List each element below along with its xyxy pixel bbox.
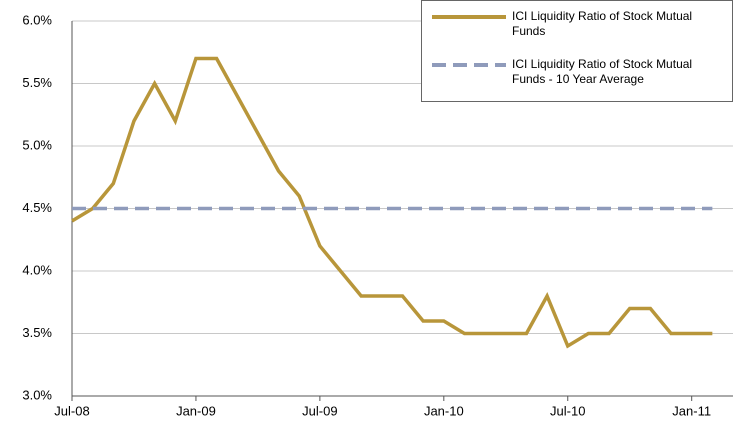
y-tick-label: 6.0% [22,12,52,27]
y-tick-label: 5.0% [22,137,52,152]
x-tick-label: Jan-10 [424,403,464,418]
y-tick-label: 3.0% [22,387,52,402]
y-tick-label: 5.5% [22,75,52,90]
legend-entry: ICI Liquidity Ratio of Stock Mutual Fund… [432,9,722,39]
x-tick-label: Jul-09 [302,403,337,418]
y-tick-label: 4.0% [22,262,52,277]
series-line [71,56,713,349]
legend-swatch [432,63,506,67]
x-tick-label: Jan-09 [176,403,216,418]
x-tick-label: Jan-11 [672,403,711,418]
x-tick-label: Jul-08 [54,403,89,418]
y-tick-label: 4.5% [22,200,52,215]
legend-swatch [432,15,506,19]
legend: ICI Liquidity Ratio of Stock Mutual Fund… [421,0,733,102]
x-tick-label: Jul-10 [550,403,585,418]
legend-label: ICI Liquidity Ratio of Stock Mutual Fund… [512,57,693,86]
legend-label: ICI Liquidity Ratio of Stock Mutual Fund… [512,9,693,38]
legend-entry: ICI Liquidity Ratio of Stock Mutual Fund… [432,57,722,87]
y-tick-label: 3.5% [22,325,52,340]
